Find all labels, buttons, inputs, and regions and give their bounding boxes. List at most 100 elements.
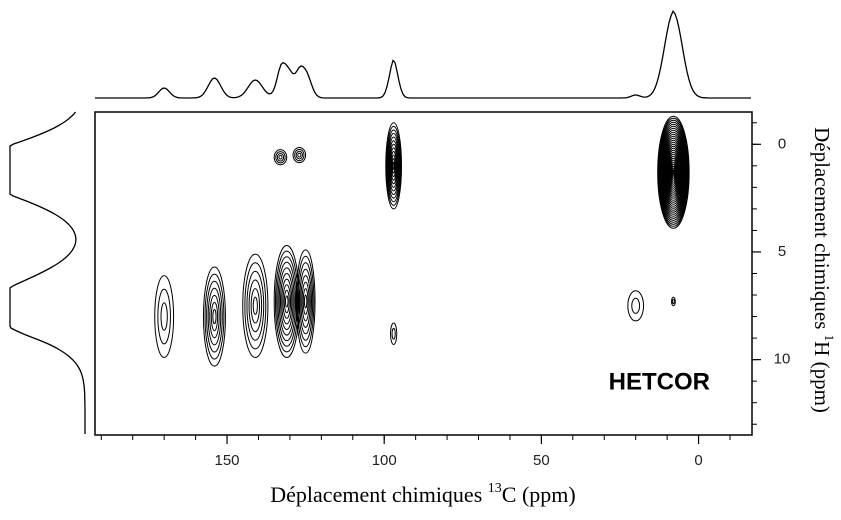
contour-level (283, 289, 290, 314)
contour-level (279, 273, 294, 330)
contour-level (627, 290, 645, 322)
contour-level (631, 297, 641, 314)
contour-level (206, 280, 223, 353)
contour-level (657, 117, 690, 227)
contour-level (297, 152, 302, 158)
contour-level (658, 119, 689, 225)
contour-level (389, 322, 398, 346)
y-label-text: H (ppm) (810, 341, 834, 413)
contour-level (664, 141, 683, 203)
contour-level (246, 270, 265, 341)
contour-level (389, 147, 398, 185)
contour-level (670, 161, 677, 183)
contour-level (385, 122, 402, 210)
contour-level (278, 267, 295, 336)
contour-level (662, 133, 685, 211)
contour-level (276, 152, 285, 162)
contour-level (284, 295, 289, 308)
annotation: HETCOR (609, 368, 710, 395)
contour-level (671, 296, 676, 307)
contour-level (389, 143, 399, 188)
contour-level (276, 256, 298, 347)
contour-level (277, 261, 297, 342)
contour-level (281, 278, 293, 325)
contour-level (666, 149, 681, 195)
contour-level (273, 149, 288, 166)
contour-level (387, 136, 400, 196)
contour-level (391, 327, 396, 340)
x-label-text: C (ppm) (502, 482, 576, 507)
contour-level (659, 123, 688, 221)
contour-level (668, 155, 679, 189)
x-tick-label: 150 (215, 452, 240, 469)
contour-level (667, 151, 680, 193)
x-tick-label: 100 (372, 452, 397, 469)
contour-level (665, 143, 682, 201)
contour-level (160, 302, 168, 331)
contour-level (209, 294, 220, 339)
contour-level (391, 154, 397, 178)
y-label-sup: 1 (822, 335, 837, 342)
contour-level (670, 163, 677, 181)
contour-level (658, 121, 688, 223)
y-tick-label: 0 (778, 135, 786, 152)
contour-level (392, 161, 395, 170)
contour-level (278, 154, 283, 160)
contour-level (157, 288, 171, 345)
contour-level (661, 131, 686, 213)
contour-level (665, 145, 682, 199)
contour-level (385, 125, 402, 206)
contour-level (391, 158, 396, 174)
contour-level (298, 262, 314, 341)
contour-level (387, 133, 401, 199)
y-tick-label: 5 (778, 243, 786, 260)
contour-level (660, 127, 687, 217)
contour-level (296, 255, 315, 348)
contour-level (662, 135, 685, 209)
contour-level (666, 147, 681, 197)
projection-1h (9, 111, 86, 434)
y-tick-label: 10 (774, 351, 791, 368)
contour-level (671, 298, 675, 305)
x-tick-label: 50 (533, 452, 550, 469)
contour-level (661, 129, 686, 215)
contour-level (292, 147, 307, 164)
contour-level (300, 275, 311, 328)
contour-level (282, 284, 292, 319)
contour-level (295, 150, 303, 160)
contour-level (390, 150, 397, 181)
contour-level (657, 115, 690, 229)
contour-level (204, 273, 225, 360)
contour-level (242, 253, 269, 358)
contour-level (250, 288, 261, 324)
contour-level (663, 139, 683, 205)
contour-level (301, 281, 310, 322)
contour-level (302, 288, 309, 315)
x-axis-label: Déplacement chimiques 13C (ppm) (270, 481, 575, 507)
contour-level (295, 249, 316, 354)
contour-level (668, 157, 678, 187)
contour-level (252, 296, 258, 315)
contour-level (244, 262, 267, 350)
contour-level (671, 165, 676, 179)
contour-level (248, 279, 263, 333)
contour-level (299, 268, 313, 335)
contour-level (294, 148, 305, 162)
contour-level (303, 294, 308, 309)
contour-level (210, 301, 219, 332)
contour-level (202, 266, 226, 367)
contour-level (388, 140, 399, 192)
projection-13c (95, 9, 751, 99)
contour-level (275, 151, 286, 164)
y-label-text: Déplacement chimiques (810, 127, 834, 335)
contour-level (663, 137, 684, 207)
contour-level (154, 275, 175, 358)
contour-level (667, 153, 679, 191)
contour-level (212, 308, 217, 325)
contour-level (660, 125, 687, 219)
contour-level (386, 129, 401, 203)
contour-level (671, 167, 676, 177)
contour-level (672, 169, 675, 175)
x-label-text: Déplacement chimiques (270, 482, 487, 507)
